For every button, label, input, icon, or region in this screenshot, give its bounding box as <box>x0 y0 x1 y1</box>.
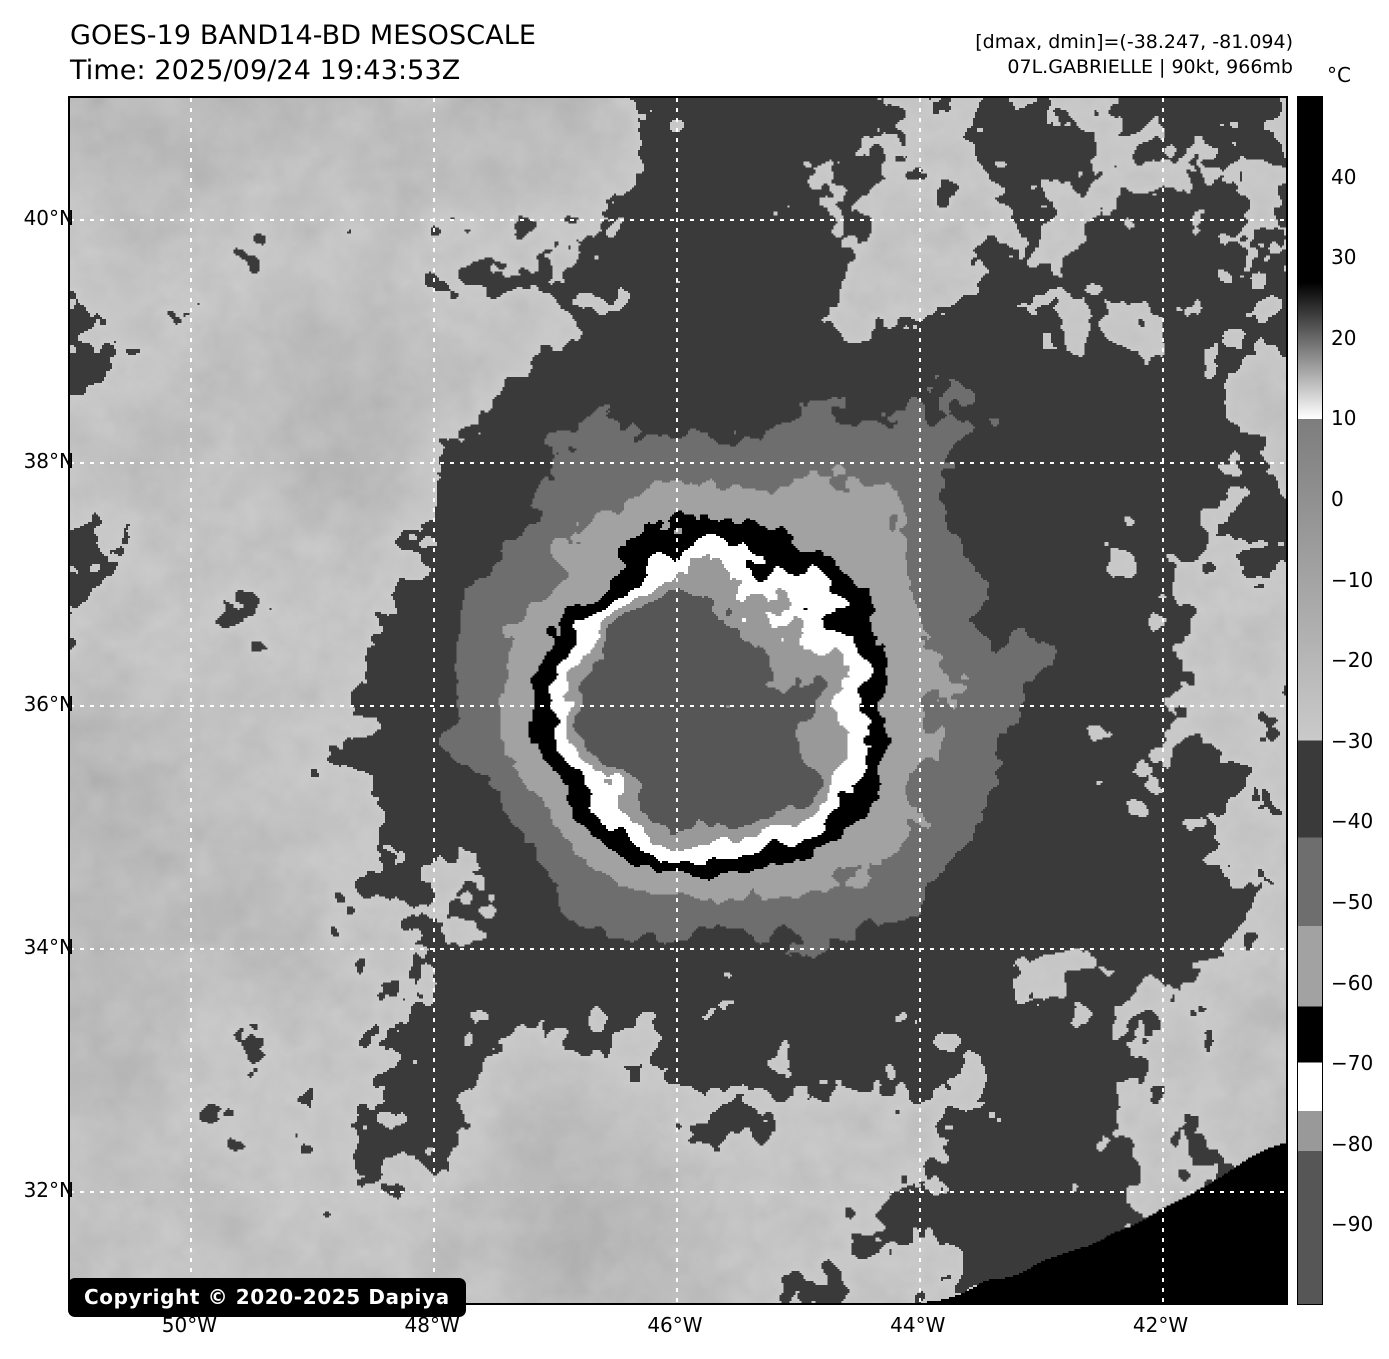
timestamp-label: Time: 2025/09/24 19:43:53Z <box>70 55 461 87</box>
colorbar-unit-label: °C <box>1327 63 1351 87</box>
colorbar-tick-label: −80 <box>1331 1131 1374 1156</box>
colorbar-gradient <box>1298 97 1322 1304</box>
copyright-badge: Copyright © 2020-2025 Dapiya <box>68 1278 466 1317</box>
satellite-imagery-canvas <box>70 98 1286 1303</box>
lon-tick-label: 44°W <box>890 1313 946 1337</box>
data-minmax-label: [dmax, dmin]=(-38.247, -81.094) <box>975 31 1293 53</box>
colorbar-tick-label: −60 <box>1331 970 1374 995</box>
colorbar-tick-label: −50 <box>1331 890 1374 914</box>
satellite-image-plot[interactable] <box>68 96 1288 1305</box>
colorbar-tick-label: 40 <box>1331 164 1357 189</box>
header-title-block: GOES-19 BAND14-BD MESOSCALE Time: 2025/0… <box>70 18 536 88</box>
lon-tick-label: 50°W <box>161 1313 218 1337</box>
colorbar-tick-label: −70 <box>1331 1051 1374 1076</box>
lat-tick-label: 36°N <box>23 691 74 716</box>
colorbar-tick-label: −90 <box>1331 1212 1374 1237</box>
colorbar-tick-label: 10 <box>1331 406 1357 431</box>
colorbar-tick-label: −20 <box>1331 648 1374 673</box>
page-title: GOES-19 BAND14-BD MESOSCALE <box>70 20 537 51</box>
header-meta-block: [dmax, dmin]=(-38.247, -81.094) 07L.GABR… <box>975 30 1293 79</box>
lat-tick-label: 34°N <box>23 934 74 959</box>
lon-tick-label: 42°W <box>1132 1313 1189 1337</box>
lat-tick-label: 32°N <box>23 1177 74 1202</box>
lat-tick-label: 40°N <box>23 205 74 230</box>
lon-tick-label: 48°W <box>404 1313 460 1337</box>
colorbar[interactable] <box>1297 96 1323 1305</box>
colorbar-tick-label: −10 <box>1331 567 1374 592</box>
colorbar-tick-label: 20 <box>1331 325 1357 350</box>
lat-tick-label: 38°N <box>23 448 74 473</box>
colorbar-tick-label: −30 <box>1331 728 1374 753</box>
colorbar-tick-label: −40 <box>1331 809 1374 834</box>
colorbar-tick-label: 30 <box>1331 245 1357 270</box>
lon-tick-label: 46°W <box>647 1313 703 1337</box>
storm-info-label: 07L.GABRIELLE | 90kt, 966mb <box>1007 55 1293 78</box>
colorbar-tick-label: 0 <box>1331 487 1344 511</box>
